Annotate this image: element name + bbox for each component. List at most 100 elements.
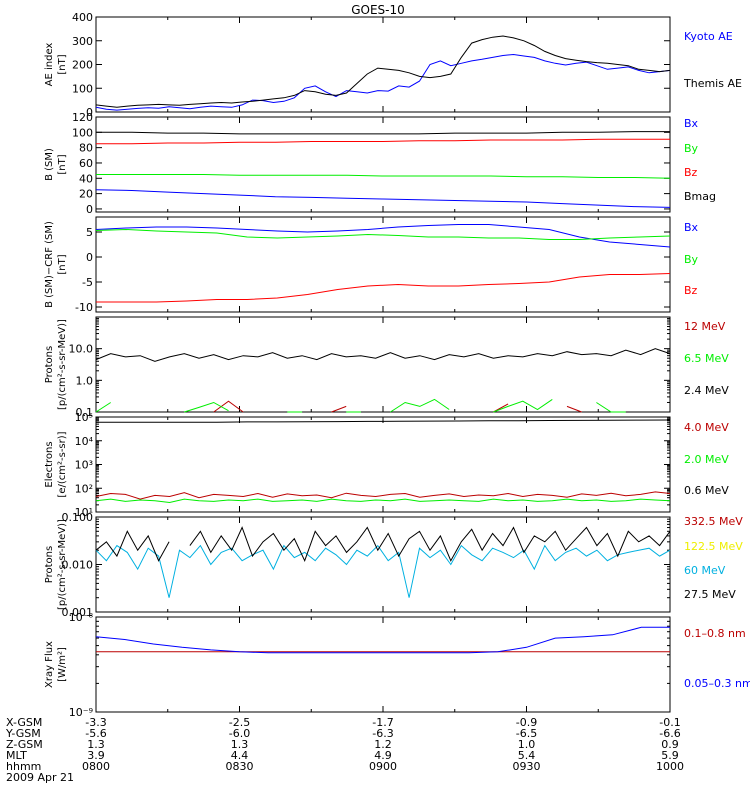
- y-tick-label: 0.100: [62, 511, 94, 524]
- y-tick-label: 10³: [75, 459, 93, 472]
- y-tick-label: -5: [82, 276, 93, 289]
- panel-2: 0 20 40 60 80 100 120 B (SM) [nT] Bx By Bz Bmag: [44, 111, 716, 216]
- series-3: [95, 544, 671, 598]
- series-line: [96, 174, 671, 179]
- y-tick-label: 10¹: [75, 506, 93, 519]
- series-line: [596, 402, 626, 413]
- axis-row-value: 0830: [226, 760, 254, 773]
- axis-row-label: hhmm: [6, 760, 41, 773]
- legend-entry: Bmag: [684, 190, 716, 203]
- panel-5: 10¹ 10² 10³ 10⁴ 10⁵ Electrons [e/(cm²-s-sr)] 4.…: [44, 411, 729, 519]
- legend-entry: 122.5 MeV: [684, 540, 743, 553]
- y-axis-label: [e/(cm²-s-sr)]: [57, 431, 68, 497]
- y-axis-label: [nT]: [57, 154, 68, 174]
- y-tick-label: 10²: [75, 482, 93, 495]
- axis-row-value: -0.9: [516, 716, 537, 729]
- series-2: [95, 626, 670, 654]
- panel-frame: [95, 316, 671, 413]
- series-line: [95, 228, 671, 240]
- panel-frame: [95, 516, 671, 613]
- series-1: [95, 189, 671, 208]
- figure-title: GOES-10: [351, 3, 405, 17]
- series-line: [566, 405, 582, 413]
- y-tick-label: 0: [86, 106, 93, 119]
- legend-entry: Bz: [684, 166, 698, 179]
- legend-entry: 332.5 MeV: [684, 515, 743, 528]
- series-1: [95, 224, 671, 248]
- y-tick-label: 0.010: [62, 559, 94, 572]
- y-tick-label: 5: [86, 226, 93, 239]
- y-axis-label: B (SM): [44, 148, 55, 181]
- series-2: [95, 228, 671, 240]
- axis-row-value: 0900: [369, 760, 397, 773]
- axis-row-value: -2.5: [229, 716, 250, 729]
- series-line: [95, 53, 671, 111]
- y-tick-label: 0: [86, 203, 93, 216]
- y-tick-label: 0.001: [62, 606, 94, 619]
- y-axis-label: Protons: [44, 346, 55, 383]
- y-tick-label: 10⁻⁹: [69, 706, 93, 719]
- axis-row-value: -3.3: [85, 716, 106, 729]
- axis-row-value: 5.9: [661, 749, 679, 762]
- series-line: [95, 626, 670, 654]
- axis-row-value: 1.3: [87, 738, 105, 751]
- y-axis-label: [W/m²]: [57, 647, 68, 682]
- axis-row-value: 0930: [513, 760, 541, 773]
- series-line: [96, 138, 670, 145]
- y-axis-label: Protons: [44, 546, 55, 583]
- legend-entry: 27.5 MeV: [684, 588, 736, 601]
- y-tick-label: 200: [72, 59, 93, 72]
- axis-row-value: 1.0: [518, 738, 536, 751]
- legend-entry: 0.6 MeV: [684, 484, 729, 497]
- legend-entry: 2.0 MeV: [684, 453, 729, 466]
- y-tick-label: 20: [79, 188, 93, 201]
- y-axis-label: Electrons: [44, 441, 55, 487]
- axis-row-value: -6.5: [516, 727, 537, 740]
- series-line: [95, 348, 671, 362]
- series-line: [95, 402, 111, 413]
- y-tick-label: 60: [79, 157, 93, 170]
- series-3: [95, 348, 671, 362]
- y-axis-label: AE index: [44, 43, 55, 87]
- legend-entry: Kyoto AE: [684, 30, 733, 43]
- axis-row-value: -1.7: [372, 716, 393, 729]
- axis-row-label: MLT: [6, 749, 27, 762]
- series-2: [95, 498, 671, 504]
- y-tick-label: 40: [79, 172, 93, 185]
- y-tick-label: 80: [79, 142, 93, 155]
- panel-frame: [95, 416, 671, 513]
- axis-row-value: -6.0: [229, 727, 250, 740]
- series-1: [95, 491, 671, 500]
- axis-row-value: 1000: [656, 760, 684, 773]
- y-tick-label: 100: [72, 82, 93, 95]
- y-axis-label: [p/(cm²-s-sr-MeV)]: [57, 319, 68, 410]
- series-1: [95, 53, 671, 111]
- y-tick-label: 1.0: [76, 374, 94, 387]
- y-tick-label: 400: [72, 11, 93, 24]
- axis-row-value: -5.6: [85, 727, 106, 740]
- series-3: [96, 273, 671, 303]
- series-line: [95, 189, 671, 208]
- panel-1: 0 100 200 300 400 AE index [nT] Kyoto AE Themis …: [44, 11, 742, 119]
- y-tick-label: 10.0: [69, 343, 94, 356]
- series-4: [96, 131, 670, 135]
- axis-row-value: 1.2: [374, 738, 392, 751]
- axis-row-value: 5.4: [518, 749, 536, 762]
- axis-row-value: -0.1: [659, 716, 680, 729]
- axis-row-value: 4.4: [231, 749, 249, 762]
- y-tick-label: 120: [72, 111, 93, 124]
- series-3: [96, 419, 671, 423]
- y-axis-label: [p/(cm²-s-sr-MeV)]: [57, 519, 68, 610]
- legend-entry: 0.05–0.3 nm: [684, 677, 750, 690]
- axis-row-label: Z-GSM: [6, 738, 43, 751]
- legend-entry: 6.5 MeV: [684, 352, 729, 365]
- axis-row-value: 1.3: [231, 738, 249, 751]
- axis-row-label: Y-GSM: [5, 727, 41, 740]
- series-line: [95, 491, 671, 500]
- axis-row-value: 3.9: [87, 749, 105, 762]
- legend-entry: Bx: [684, 117, 699, 130]
- series-2: [96, 174, 671, 179]
- series-line: [331, 405, 347, 413]
- panel-6: 0.001 0.010 0.100 Protons [p/(cm²-s-sr-MeV)]…: [44, 511, 743, 619]
- y-axis-label: Xray Flux: [44, 641, 55, 688]
